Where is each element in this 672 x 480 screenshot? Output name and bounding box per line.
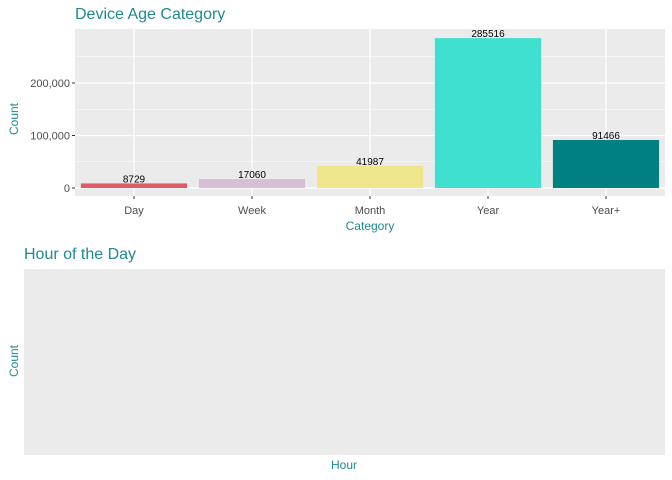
chart1-data-label: 17060 [238, 170, 266, 181]
chart2-x-axis-title: Hour [330, 458, 357, 472]
chart1-bar-day [80, 183, 188, 188]
chart1-data-label: 91466 [592, 131, 620, 142]
chart1-x-axis-title: Category [345, 219, 395, 233]
chart1-x-tick-label: Year+ [592, 205, 621, 217]
chart1-x-tick-label: Year [477, 205, 500, 217]
chart1-title: Device Age Category [75, 6, 226, 23]
chart1-bar-year-plus [552, 139, 660, 188]
chart2-y-axis-title: Count [7, 344, 21, 377]
chart2-panel [24, 269, 665, 455]
chart1-bar-year [434, 38, 542, 189]
chart1-x-tick-label: Month [355, 205, 386, 217]
chart2-title: Hour of the Day [24, 246, 137, 263]
chart1-x-tick-label: Day [124, 205, 144, 217]
chart1-data-label: 8729 [123, 174, 146, 185]
chart1-x-tick-label: Week [238, 205, 266, 217]
chart1-data-label: 41987 [356, 157, 384, 168]
chart1-bar-week [198, 179, 306, 188]
chart1-bar-month [316, 165, 424, 188]
chart1-y-tick-label: 0 [64, 183, 70, 195]
chart1-data-label: 285516 [471, 29, 505, 40]
chart1-y-tick-label: 200,000 [30, 78, 70, 90]
chart1-y-tick-label: 100,000 [30, 131, 70, 143]
